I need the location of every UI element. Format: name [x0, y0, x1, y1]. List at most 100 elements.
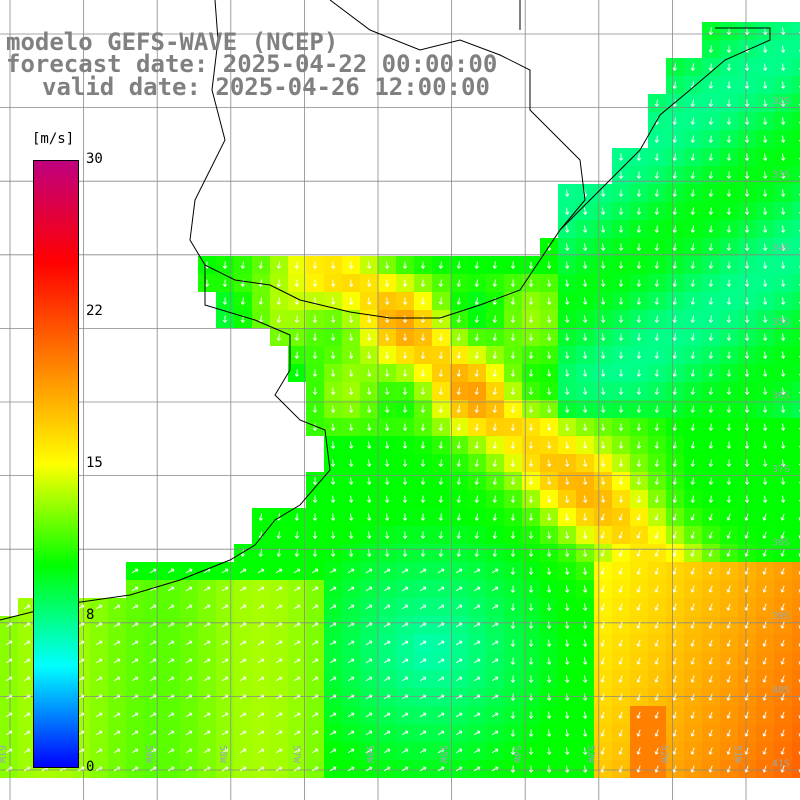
wind-vector: [438, 405, 444, 413]
wind-vector: [744, 603, 749, 611]
wind-vector: [365, 568, 373, 574]
wind-vector: [672, 297, 677, 305]
wind-vector: [726, 675, 731, 683]
wind-vector: [420, 405, 426, 413]
wind-vector: [636, 513, 641, 521]
wind-vector: [402, 387, 408, 395]
wind-vector: [437, 568, 445, 574]
wind-vector: [618, 441, 624, 449]
wind-vector: [311, 640, 319, 646]
wind-vector: [528, 693, 534, 701]
wind-vector: [474, 423, 479, 431]
wind-vector: [367, 477, 372, 485]
wind-vector: [367, 387, 372, 395]
wind-vector: [257, 730, 265, 736]
wind-vector: [726, 639, 731, 647]
wind-vector: [77, 676, 85, 682]
wind-vector: [185, 712, 193, 718]
wind-vector: [185, 568, 193, 574]
wind-vector: [455, 658, 463, 664]
wind-vector: [420, 351, 426, 359]
wind-vector: [654, 135, 659, 143]
wind-vector: [726, 369, 732, 377]
wind-vector: [654, 639, 659, 647]
wind-vector: [618, 729, 623, 737]
wind-vector: [600, 693, 605, 701]
wind-vector: [420, 477, 426, 485]
wind-vector: [744, 333, 750, 341]
wind-vector: [528, 603, 534, 611]
wind-vector: [708, 477, 714, 485]
wind-vector: [763, 117, 768, 125]
wind-vector: [312, 261, 318, 269]
wind-vector: [257, 622, 265, 628]
wind-speed-cell: [792, 382, 800, 400]
wind-vector: [95, 640, 103, 646]
wind-vector: [690, 315, 695, 323]
wind-vector: [583, 567, 588, 575]
wind-vector: [149, 640, 157, 646]
wind-vector: [257, 586, 265, 592]
wind-vector: [744, 63, 750, 71]
wind-vector: [510, 549, 516, 557]
wind-vector: [438, 459, 444, 467]
wind-vector: [258, 261, 263, 269]
wind-vector: [763, 63, 768, 71]
wind-vector: [385, 441, 390, 449]
wind-vector: [726, 585, 731, 593]
wind-vector: [672, 585, 677, 593]
wind-vector: [367, 531, 372, 539]
wind-vector: [329, 604, 337, 610]
wind-vector: [528, 531, 534, 539]
wind-vector: [763, 315, 768, 323]
wind-vector: [654, 765, 659, 773]
wind-vector: [636, 567, 641, 575]
wind-vector: [367, 333, 372, 341]
wind-vector: [294, 531, 300, 539]
wind-vector: [510, 279, 516, 287]
wind-vector: [438, 387, 444, 395]
wind-vector: [221, 604, 229, 610]
wind-vector: [473, 604, 481, 610]
wind-vector: [781, 153, 786, 161]
wind-vector: [601, 225, 606, 233]
wind-vector: [600, 603, 605, 611]
wind-vector: [583, 747, 588, 755]
wind-speed-cell: [792, 562, 800, 580]
wind-vector: [474, 315, 479, 323]
wind-vector: [293, 748, 301, 754]
wind-vector: [762, 711, 767, 719]
wind-vector: [763, 495, 768, 503]
wind-vector: [456, 513, 461, 521]
wind-vector: [311, 730, 319, 736]
lat-label: 33S: [772, 170, 790, 181]
wind-vector: [77, 766, 85, 772]
wind-vector: [420, 261, 426, 269]
wind-vector: [654, 189, 659, 197]
wind-vector: [5, 712, 13, 718]
wind-vector: [708, 621, 713, 629]
wind-vector: [349, 495, 354, 503]
wind-vector: [401, 748, 409, 754]
wind-vector: [547, 333, 552, 341]
wind-vector: [257, 694, 265, 700]
wind-vector: [708, 135, 714, 143]
wind-vector: [185, 622, 193, 628]
wind-vector: [601, 459, 606, 467]
wind-speed-cell: [792, 454, 800, 472]
wind-vector: [618, 315, 624, 323]
wind-vector: [672, 315, 677, 323]
wind-vector: [744, 315, 750, 323]
wind-vector: [744, 243, 750, 251]
wind-vector: [672, 459, 677, 467]
wind-vector: [547, 531, 552, 539]
wind-vector: [491, 586, 499, 592]
wind-vector: [672, 567, 677, 575]
wind-vector: [329, 586, 337, 592]
wind-vector: [636, 459, 642, 467]
wind-vector: [510, 513, 516, 521]
wind-vector: [583, 333, 588, 341]
wind-vector: [636, 675, 641, 683]
wind-vector: [781, 441, 786, 449]
